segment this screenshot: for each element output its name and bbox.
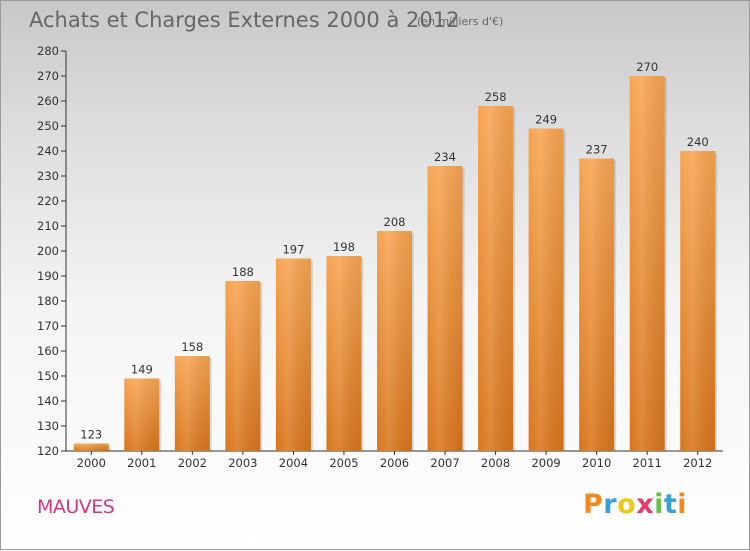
y-tick-label: 250 [37, 119, 59, 133]
bar-highlight [579, 158, 615, 451]
y-tick-label: 200 [37, 244, 59, 258]
logo-letter: i [654, 489, 664, 520]
y-tick-label: 210 [37, 219, 59, 233]
y-tick-label: 220 [37, 194, 59, 208]
chart-title: Achats et Charges Externes 2000 à 2012 [29, 8, 460, 32]
data-label: 198 [333, 240, 355, 254]
data-label: 249 [535, 113, 557, 127]
bar-highlight [225, 281, 261, 451]
y-tick-label: 140 [37, 394, 59, 408]
x-tick-label: 2000 [77, 456, 106, 470]
data-label: 237 [586, 143, 608, 157]
data-label: 258 [485, 90, 507, 104]
logo-letter: P [583, 489, 604, 520]
bar-highlight [124, 378, 160, 451]
x-tick-label: 2005 [329, 456, 358, 470]
logo-letter: o [617, 489, 637, 520]
y-tick-label: 150 [37, 369, 59, 383]
bar-highlight [478, 106, 514, 451]
y-tick-label: 280 [37, 44, 59, 58]
x-tick-label: 2007 [430, 456, 459, 470]
bar-highlight [427, 166, 463, 451]
y-tick-label: 160 [37, 344, 59, 358]
data-label: 123 [80, 428, 102, 442]
bar-highlight [629, 76, 665, 451]
y-tick-label: 190 [37, 269, 59, 283]
y-tick-label: 230 [37, 169, 59, 183]
bar-highlight [680, 151, 716, 451]
data-label: 270 [636, 60, 658, 74]
x-tick-label: 2011 [633, 456, 662, 470]
commune-name: MAUVES [37, 496, 115, 518]
y-tick-label: 130 [37, 419, 59, 433]
x-tick-label: 2002 [178, 456, 207, 470]
data-label: 208 [384, 215, 406, 229]
x-tick-label: 2006 [380, 456, 409, 470]
logo-letter: x [636, 489, 655, 520]
data-label: 234 [434, 150, 456, 164]
logo-letter: r [603, 489, 618, 520]
y-tick-label: 180 [37, 294, 59, 308]
y-tick-label: 270 [37, 69, 59, 83]
y-tick-label: 240 [37, 144, 59, 158]
data-label: 240 [687, 135, 709, 149]
logo-letter: t [663, 489, 678, 520]
bar-highlight [275, 258, 311, 451]
chart-subtitle: (en milliers d'€) [417, 15, 504, 28]
bar-highlight [326, 256, 362, 451]
x-tick-label: 2008 [481, 456, 510, 470]
data-label: 149 [131, 363, 153, 377]
bar-highlight [528, 128, 564, 451]
proxiti-logo: Proxiti [583, 489, 687, 520]
logo-letter: i [677, 489, 688, 520]
x-tick-label: 2012 [683, 456, 712, 470]
bar-highlight [377, 231, 412, 451]
x-tick-label: 2001 [127, 456, 156, 470]
bar-highlight [73, 443, 109, 451]
data-label: 188 [232, 265, 254, 279]
data-label: 158 [181, 340, 203, 354]
y-tick-label: 260 [37, 94, 59, 108]
x-tick-label: 2004 [279, 456, 308, 470]
x-tick-label: 2009 [531, 456, 560, 470]
bar-highlight [174, 356, 210, 451]
x-tick-label: 2010 [582, 456, 611, 470]
y-tick-label: 120 [37, 444, 59, 458]
data-label: 197 [282, 243, 304, 257]
x-tick-label: 2003 [228, 456, 257, 470]
y-tick-label: 170 [37, 319, 59, 333]
